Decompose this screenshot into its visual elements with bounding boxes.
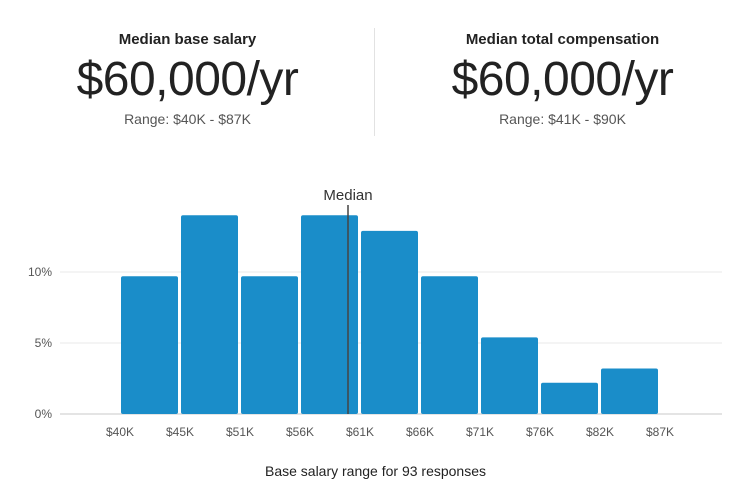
- median-total-comp-range: Range: $41K - $90K: [499, 111, 626, 127]
- x-tick-label: $40K: [106, 425, 134, 439]
- median-base-salary-title: Median base salary: [118, 31, 257, 48]
- median-base-salary-value: $60,000/yr: [76, 53, 299, 106]
- histogram-bar: [301, 215, 358, 414]
- x-tick-label: $66K: [406, 425, 434, 439]
- y-tick-label: 5%: [35, 336, 53, 350]
- salary-summary: Median base salary $60,000/yr Range: $40…: [0, 0, 751, 150]
- median-label: Median: [323, 187, 372, 204]
- x-tick-label: $56K: [286, 425, 314, 439]
- y-tick-label: 10%: [28, 265, 52, 279]
- x-tick-label: $61K: [346, 425, 374, 439]
- salary-histogram: 0% 5% 10% $40K $45K $51K $56K $61K $66K $71K $76K $…: [28, 187, 722, 439]
- chart-caption: Base salary range for 93 responses: [264, 463, 486, 479]
- histogram-bar: [541, 382, 598, 414]
- histogram-bar: [601, 368, 658, 414]
- histogram-bar: [121, 276, 178, 414]
- stats-divider: [374, 28, 375, 136]
- histogram-bar: [181, 215, 238, 414]
- median-base-salary-stat: Median base salary $60,000/yr Range: $40…: [0, 30, 375, 128]
- x-tick-label: $51K: [226, 425, 254, 439]
- x-tick-label: $82K: [586, 425, 614, 439]
- median-total-comp-stat: Median total compensation $60,000/yr Ran…: [375, 30, 750, 128]
- histogram-bar: [481, 337, 538, 414]
- x-tick-label: $76K: [526, 425, 554, 439]
- x-tick-label: $87K: [646, 425, 674, 439]
- histogram-bar: [421, 276, 478, 414]
- x-tick-label: $71K: [466, 425, 494, 439]
- median-total-comp-value: $60,000/yr: [451, 53, 674, 106]
- x-tick-label: $45K: [166, 425, 194, 439]
- histogram-bar: [361, 230, 418, 414]
- median-total-comp-title: Median total compensation: [465, 31, 660, 48]
- y-tick-label: 0%: [35, 407, 53, 421]
- histogram-bar: [241, 276, 298, 414]
- median-base-salary-range: Range: $40K - $87K: [124, 111, 251, 127]
